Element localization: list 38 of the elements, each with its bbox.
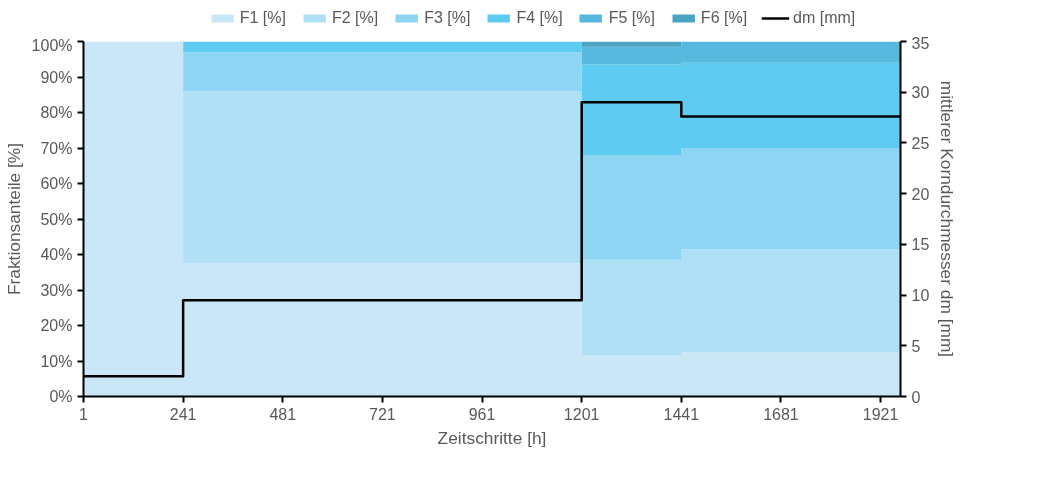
y-tick-label: 30%: [40, 281, 73, 299]
x-tick-label: 481: [269, 405, 297, 423]
y-tick-label: 0%: [49, 388, 73, 405]
y2-tick-label: 15: [911, 236, 930, 254]
legend-label: F4 [%]: [516, 9, 563, 27]
y-axis-title: Fraktionsanteile [%]: [3, 142, 24, 296]
x-tick-label: 721: [369, 405, 396, 423]
legend-label: F3 [%]: [424, 9, 471, 27]
x-axis-title: Zeitschritte [h]: [437, 427, 547, 448]
y-tick-label: 80%: [40, 104, 73, 121]
y-tick-label: 60%: [40, 175, 73, 192]
y-tick-label: 40%: [40, 246, 73, 263]
x-tick-label: 241: [169, 405, 197, 423]
y-tick-label: 10%: [40, 352, 73, 370]
y2-tick-label: 35: [911, 34, 930, 52]
y2-tick-label: 20: [911, 185, 930, 203]
y2-tick-label: 0: [911, 388, 921, 406]
y2-tick-label: 30: [911, 84, 930, 102]
legend-label: F1 [%]: [239, 9, 286, 27]
legend-label: F2 [%]: [331, 9, 379, 27]
legend-label: F5 [%]: [608, 9, 655, 27]
x-tick-label: 1681: [763, 405, 799, 423]
y-tick-label: 100%: [31, 36, 73, 54]
y2-tick-label: 5: [911, 337, 921, 355]
x-tick-label: 1: [79, 405, 89, 423]
legend-label: F6 [%]: [700, 9, 748, 27]
y-tick-label: 70%: [40, 139, 73, 157]
y2-tick-label: 25: [911, 134, 930, 152]
x-tick-label: 1441: [663, 405, 700, 423]
x-tick-label: 1201: [563, 405, 600, 423]
x-tick-label: 961: [468, 405, 496, 423]
y-tick-label: 90%: [40, 68, 73, 86]
x-tick-label: 1921: [862, 405, 899, 423]
y2-tick-label: 10: [911, 287, 930, 305]
y-tick-label: 20%: [40, 317, 73, 334]
y2-axis-title: mittlerer Korndurchmesser dm [mm]: [937, 80, 958, 358]
legend-label: dm [mm]: [793, 9, 856, 27]
y-tick-label: 50%: [40, 210, 73, 228]
